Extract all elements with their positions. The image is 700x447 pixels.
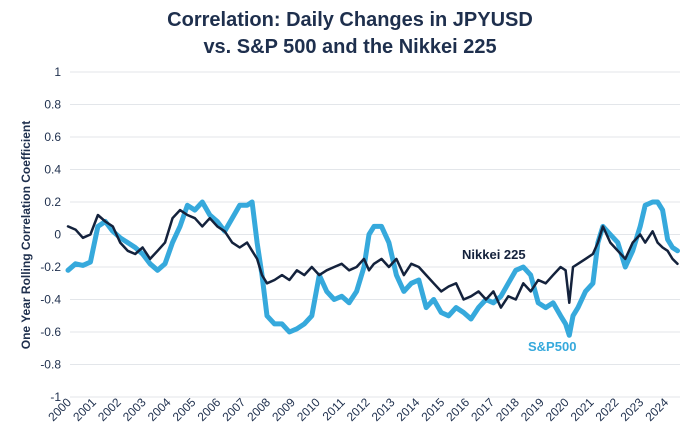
x-tick-label: 2006 <box>195 395 224 424</box>
y-tick-label: -0.8 <box>40 358 61 372</box>
x-tick-label: 2020 <box>543 395 572 424</box>
y-tick-label: 0.6 <box>44 130 61 144</box>
x-tick-label: 2023 <box>618 395 647 424</box>
x-tick-label: 2019 <box>518 395 547 424</box>
y-tick-label: -0.2 <box>40 260 61 274</box>
x-tick-label: 2009 <box>269 395 298 424</box>
y-axis-ticks: 1 0.8 0.6 0.4 0.2 0 -0.2 -0.4 -0.6 -0.8 -1 <box>40 65 61 404</box>
y-axis-label: One Year Rolling Correlation Coefficient <box>19 121 33 350</box>
sp500-series-label: S&P500 <box>528 339 576 354</box>
x-axis-ticks: 2000200120022003200420052006200720082009… <box>45 395 671 424</box>
x-tick-label: 2005 <box>170 395 199 424</box>
x-tick-label: 2002 <box>95 395 124 424</box>
x-tick-label: 2007 <box>219 395 248 424</box>
x-tick-label: 2015 <box>419 395 448 424</box>
x-tick-label: 2018 <box>493 395 522 424</box>
x-tick-label: 2001 <box>70 395 99 424</box>
y-tick-label: 0.8 <box>44 98 61 112</box>
x-tick-label: 2017 <box>468 395 497 424</box>
x-tick-label: 2024 <box>642 395 671 424</box>
y-tick-label: -0.6 <box>40 325 61 339</box>
y-tick-label: -1 <box>50 390 61 404</box>
sp500-line <box>65 199 680 338</box>
x-tick-label: 2010 <box>294 395 323 424</box>
y-tick-label: 0.4 <box>44 163 61 177</box>
x-tick-label: 2012 <box>344 395 373 424</box>
x-tick-label: 2011 <box>320 395 348 423</box>
gridlines <box>70 71 680 398</box>
x-tick-label: 2013 <box>369 395 398 424</box>
y-tick-label: 0.2 <box>44 195 61 209</box>
x-tick-label: 2021 <box>568 395 597 424</box>
x-tick-label: 2008 <box>244 395 273 424</box>
x-tick-label: 2022 <box>593 395 622 424</box>
y-tick-label: 1 <box>54 65 61 79</box>
series-lines <box>65 199 680 338</box>
chart-title-line-2: vs. S&P 500 and the Nikkei 225 <box>203 36 496 58</box>
nikkei-series-label: Nikkei 225 <box>462 247 526 262</box>
x-tick-label: 2016 <box>443 395 472 424</box>
x-tick-label: 2014 <box>394 395 423 424</box>
chart-title-line-1: Correlation: Daily Changes in JPYUSD <box>167 9 533 31</box>
x-tick-label: 2003 <box>120 395 149 424</box>
x-tick-label: 2004 <box>145 395 174 424</box>
y-tick-label: 0 <box>54 228 61 242</box>
nikkei-line <box>66 208 679 309</box>
y-tick-label: -0.4 <box>40 293 61 307</box>
